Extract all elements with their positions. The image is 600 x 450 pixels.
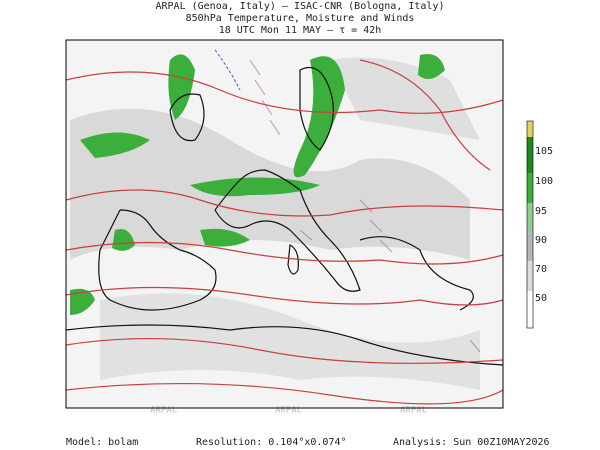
colorbar-swatch bbox=[527, 261, 533, 291]
footer-analysis: Analysis: Sun 00Z10MAY2026 bbox=[393, 437, 550, 448]
title-line: ARPAL (Genoa, Italy) – ISAC-CNR (Bologna… bbox=[156, 1, 445, 12]
title-line: 850hPa Temperature, Moisture and Winds bbox=[186, 13, 415, 24]
colorbar-swatch bbox=[527, 203, 533, 231]
colorbar-swatch bbox=[527, 137, 533, 173]
colorbar-label: 70 bbox=[535, 264, 547, 275]
wind-barbs bbox=[249, 59, 481, 353]
colorbar-swatch bbox=[527, 173, 533, 203]
watermark: ARPAL bbox=[150, 406, 178, 416]
colorbar-swatch bbox=[527, 291, 533, 328]
colorbar-label: 50 bbox=[535, 293, 547, 304]
colorbar-label: 105 bbox=[535, 146, 553, 157]
footer-resolution: Resolution: 0.104°x0.074° bbox=[196, 437, 347, 448]
footer-model: Model: bolam bbox=[66, 437, 138, 448]
colorbar-label: 90 bbox=[535, 235, 547, 246]
watermark: ARPAL bbox=[275, 406, 303, 416]
watermark: ARPAL bbox=[400, 406, 428, 416]
colorbar-swatch bbox=[527, 121, 533, 137]
colorbar-label: 100 bbox=[535, 176, 553, 187]
colorbar-label: 95 bbox=[535, 206, 547, 217]
temperature-contour bbox=[65, 59, 504, 405]
colorbar: 105 100 95 90 70 50 bbox=[526, 120, 553, 329]
coastline bbox=[65, 66, 504, 366]
title-line: 18 UTC Mon 11 MAY – τ = 42h bbox=[219, 25, 382, 36]
colorbar-swatch bbox=[527, 231, 533, 261]
colorbar-frame bbox=[526, 120, 534, 329]
map: ARPAL ARPAL ARPAL bbox=[65, 39, 504, 416]
moisture-green bbox=[70, 54, 445, 315]
map-frame bbox=[65, 39, 504, 409]
